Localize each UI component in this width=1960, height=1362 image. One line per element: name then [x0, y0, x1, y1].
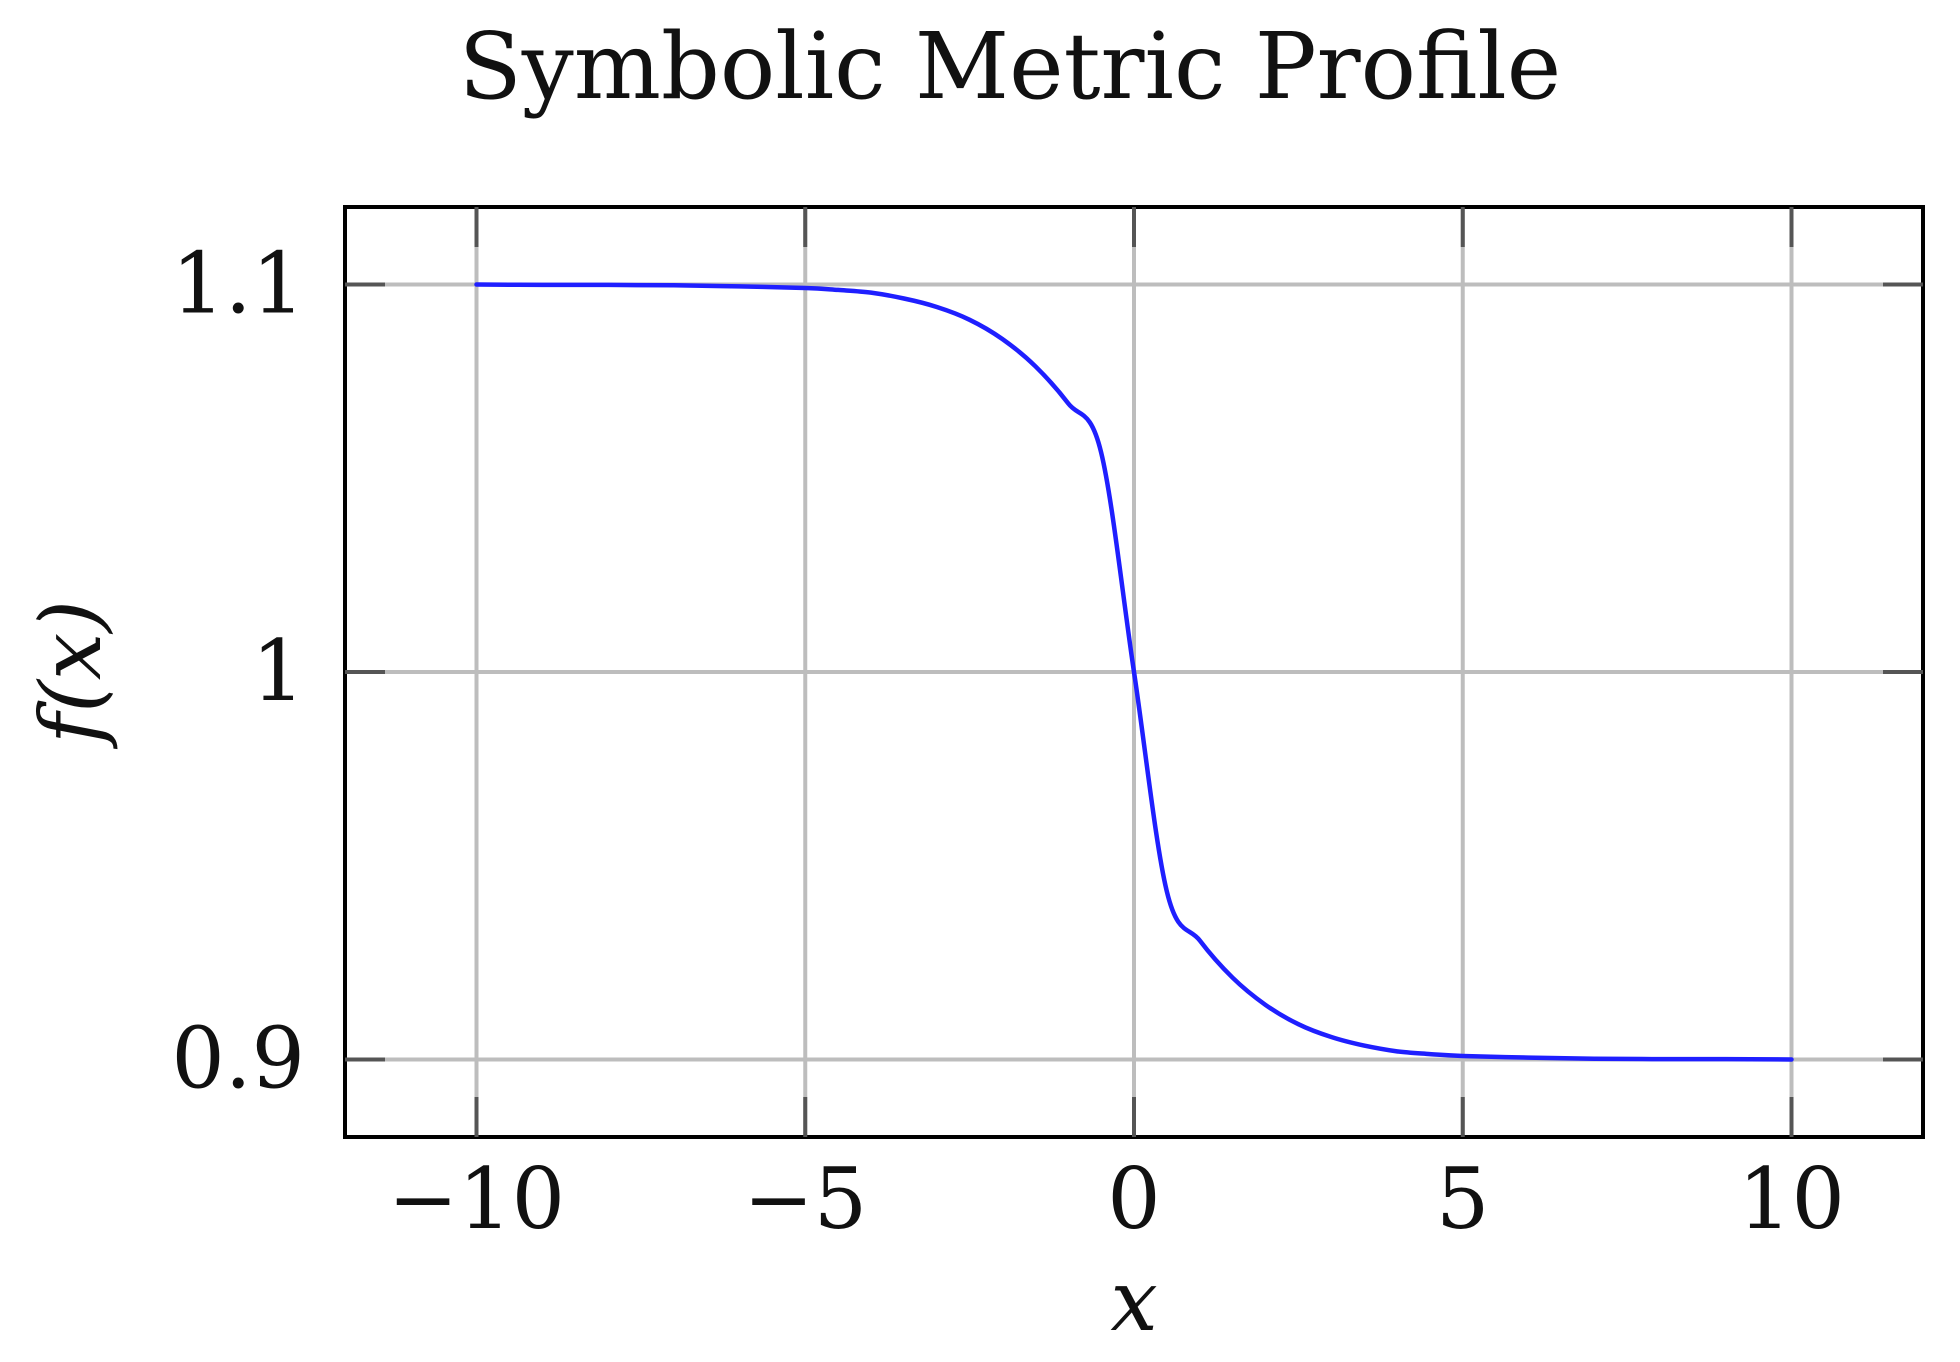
- x-tick-label: 5: [1436, 1150, 1489, 1248]
- tick-layer: −10 −5 0 5 10 0.9 1 1.1: [171, 207, 1923, 1248]
- y-axis-label: f(x): [22, 600, 120, 750]
- y-tick-label: 1.1: [171, 235, 305, 333]
- series-layer: [474, 282, 1794, 1062]
- y-tick-label: 1: [252, 622, 305, 720]
- x-tick-label: 0: [1107, 1150, 1160, 1248]
- x-tick-label: 10: [1738, 1150, 1845, 1248]
- series-line: [474, 282, 1794, 1062]
- chart-title: Symbolic Metric Profile: [459, 13, 1561, 120]
- x-axis-label: x: [1110, 1252, 1157, 1350]
- x-tick-label: −5: [743, 1150, 867, 1248]
- y-tick-label: 0.9: [171, 1010, 305, 1108]
- x-tick-label: −10: [388, 1150, 565, 1248]
